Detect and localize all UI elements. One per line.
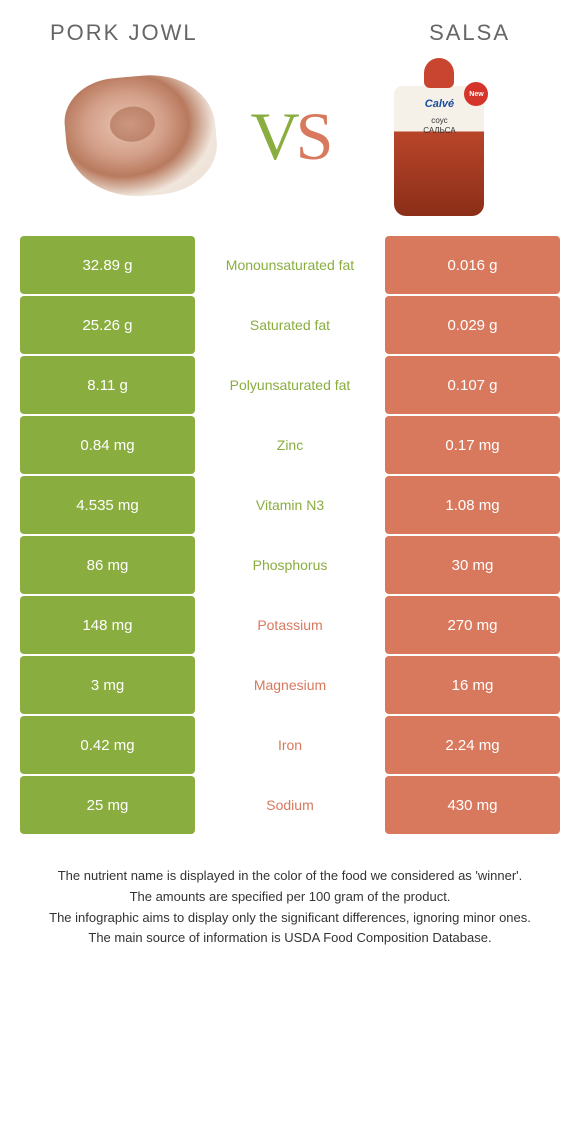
nutrient-label: Iron <box>195 716 385 774</box>
vs-s: S <box>296 98 330 174</box>
right-value: 0.016 g <box>385 236 560 294</box>
footer-notes: The nutrient name is displayed in the co… <box>0 836 580 969</box>
left-value: 86 mg <box>20 536 195 594</box>
left-value: 4.535 mg <box>20 476 195 534</box>
nutrient-label: Saturated fat <box>195 296 385 354</box>
footer-line: The amounts are specified per 100 gram o… <box>30 887 550 908</box>
left-value: 3 mg <box>20 656 195 714</box>
nutrient-label: Phosphorus <box>195 536 385 594</box>
table-row: 0.42 mgIron2.24 mg <box>20 716 560 774</box>
nutrient-label: Zinc <box>195 416 385 474</box>
vs-label: VS <box>251 97 330 176</box>
footer-line: The infographic aims to display only the… <box>30 908 550 929</box>
right-value: 1.08 mg <box>385 476 560 534</box>
table-row: 25 mgSodium430 mg <box>20 776 560 834</box>
left-value: 25 mg <box>20 776 195 834</box>
right-value: 0.029 g <box>385 296 560 354</box>
table-row: 148 mgPotassium270 mg <box>20 596 560 654</box>
nutrient-label: Polyunsaturated fat <box>195 356 385 414</box>
footer-line: The main source of information is USDA F… <box>30 928 550 949</box>
table-row: 4.535 mgVitamin N31.08 mg <box>20 476 560 534</box>
salsa-brand-label: Calvé <box>425 98 454 110</box>
vs-v: V <box>251 98 296 174</box>
nutrient-table: 32.89 gMonounsaturated fat0.016 g25.26 g… <box>0 236 580 834</box>
table-row: 32.89 gMonounsaturated fat0.016 g <box>20 236 560 294</box>
table-row: 8.11 gPolyunsaturated fat0.107 g <box>20 356 560 414</box>
titles-row: Pork Jowl Salsa <box>0 0 580 56</box>
nutrient-label: Sodium <box>195 776 385 834</box>
nutrient-label: Vitamin N3 <box>195 476 385 534</box>
left-value: 0.42 mg <box>20 716 195 774</box>
right-value: 16 mg <box>385 656 560 714</box>
nutrient-label: Potassium <box>195 596 385 654</box>
left-value: 148 mg <box>20 596 195 654</box>
nutrient-label: Magnesium <box>195 656 385 714</box>
salsa-image: New Calvé соусСАЛЬСА <box>359 66 519 206</box>
salsa-new-badge: New <box>464 82 488 106</box>
left-value: 25.26 g <box>20 296 195 354</box>
right-food-title: Salsa <box>280 20 560 46</box>
right-value: 2.24 mg <box>385 716 560 774</box>
footer-line: The nutrient name is displayed in the co… <box>30 866 550 887</box>
right-value: 0.17 mg <box>385 416 560 474</box>
left-food-title: Pork Jowl <box>20 20 280 46</box>
left-value: 32.89 g <box>20 236 195 294</box>
table-row: 25.26 gSaturated fat0.029 g <box>20 296 560 354</box>
right-value: 0.107 g <box>385 356 560 414</box>
right-value: 270 mg <box>385 596 560 654</box>
table-row: 86 mgPhosphorus30 mg <box>20 536 560 594</box>
right-value: 30 mg <box>385 536 560 594</box>
hero-row: VS New Calvé соусСАЛЬСА <box>0 56 580 236</box>
pork-jowl-image <box>61 66 221 206</box>
nutrient-label: Monounsaturated fat <box>195 236 385 294</box>
salsa-sub-label: соусСАЛЬСА <box>423 116 455 135</box>
infographic-container: Pork Jowl Salsa VS New Calvé соусСАЛЬСА … <box>0 0 580 969</box>
table-row: 0.84 mgZinc0.17 mg <box>20 416 560 474</box>
left-value: 0.84 mg <box>20 416 195 474</box>
table-row: 3 mgMagnesium16 mg <box>20 656 560 714</box>
left-value: 8.11 g <box>20 356 195 414</box>
right-value: 430 mg <box>385 776 560 834</box>
